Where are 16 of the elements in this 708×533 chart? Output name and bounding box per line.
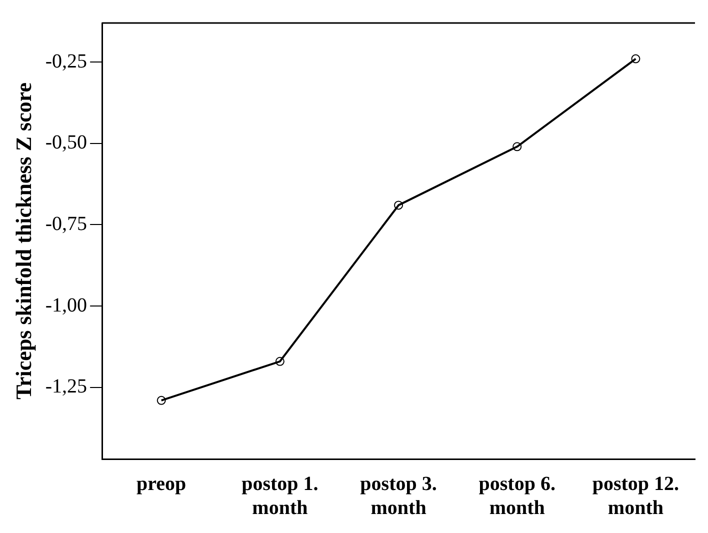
point xyxy=(512,142,522,152)
y-tick-label: -1,00 xyxy=(45,294,88,316)
x-tick-label: postop 12. month xyxy=(592,473,680,520)
x-tick-label: postop 6. month xyxy=(478,473,556,520)
point xyxy=(275,356,284,366)
point xyxy=(631,54,640,64)
y-axis-title: Triceps skinfold thickness Z score xyxy=(10,82,36,400)
y-tick-label: -1,25 xyxy=(45,376,88,398)
x-tick-label: postop 3. month xyxy=(360,473,437,520)
x-tick-label: postop 1. month xyxy=(242,473,318,520)
point xyxy=(156,396,166,405)
y-tick-label: -0,75 xyxy=(45,212,88,235)
y-tick-label: -0,25 xyxy=(45,50,88,72)
x-tick-label: preop xyxy=(136,473,186,496)
y-tick-label: -0,50 xyxy=(45,132,88,154)
point xyxy=(394,200,404,210)
